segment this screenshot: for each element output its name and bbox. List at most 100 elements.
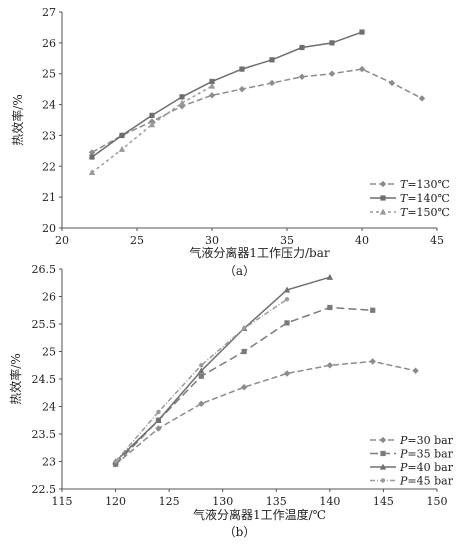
y-tick-label: 22 <box>42 160 56 173</box>
y-tick-label: 21 <box>42 191 56 204</box>
data-point <box>284 320 290 326</box>
data-point <box>88 169 96 176</box>
x-tick-label: 130 <box>212 495 233 508</box>
legend-label: P=40 bar <box>399 461 454 474</box>
legend: T=130℃T=140℃T=150℃ <box>370 178 450 219</box>
data-point <box>359 29 365 35</box>
legend-variable: P <box>399 434 408 447</box>
legend-label: T=150℃ <box>400 206 450 219</box>
data-point <box>155 425 162 432</box>
data-point <box>328 70 336 77</box>
series-line <box>91 85 213 174</box>
x-tick-label: 140 <box>319 495 340 508</box>
data-point <box>241 326 247 331</box>
data-point <box>112 461 119 467</box>
data-point <box>156 409 161 415</box>
x-tick-label: 40 <box>355 234 369 247</box>
legend-variable: P <box>399 475 408 488</box>
x-tick-label: 25 <box>130 234 144 247</box>
data-point <box>148 121 156 128</box>
legend-marker <box>379 208 387 215</box>
x-tick-label: 150 <box>427 495 448 508</box>
legend-variable: T <box>400 206 409 219</box>
y-ticks: 20 21 22 23 24 25 26 27 <box>42 6 62 235</box>
data-point <box>89 154 95 160</box>
legend-label: P=35 bar <box>399 448 454 461</box>
x-tick-label: 115 <box>52 495 73 508</box>
data-point <box>269 57 275 63</box>
data-point <box>198 373 204 379</box>
series-line <box>91 68 423 154</box>
data-point <box>370 307 376 313</box>
panel-caption: （b） <box>224 525 256 539</box>
legend-value: =40 bar <box>407 461 453 474</box>
legend-marker <box>380 450 386 457</box>
data-point <box>284 297 290 302</box>
y-tick-label: 23 <box>42 129 56 142</box>
y-tick-label: 25 <box>42 346 56 359</box>
data-point <box>155 416 162 423</box>
series-dot <box>113 297 290 464</box>
data-point <box>88 149 96 156</box>
y-tick-label: 26 <box>42 291 56 304</box>
legend-label: T=140℃ <box>400 192 450 205</box>
data-point <box>208 92 216 99</box>
data-point <box>268 79 276 87</box>
x-tick-label: 125 <box>159 495 180 508</box>
y-axis-label: 热效率/% <box>10 94 25 145</box>
x-axis-label: 气液分离器1工作温度/℃ <box>193 507 326 522</box>
y-tick-label: 26 <box>42 37 56 50</box>
data-point <box>326 273 334 280</box>
series-line <box>115 360 416 465</box>
legend-label: T=130℃ <box>400 178 450 191</box>
legend-marker <box>380 195 386 201</box>
data-point <box>179 94 185 100</box>
x-tick-label: 120 <box>105 495 126 508</box>
series-line <box>115 276 331 463</box>
data-point <box>118 145 126 152</box>
panel-caption: （a） <box>224 264 255 278</box>
x-ticks: 20 25 30 35 40 45 <box>55 228 444 247</box>
y-tick-label: 24 <box>42 401 56 414</box>
data-point <box>412 367 419 374</box>
legend-label: P=30 bar <box>399 434 454 447</box>
data-point <box>369 358 376 365</box>
data-point <box>238 85 246 93</box>
x-tick-label: 30 <box>205 234 219 247</box>
legend-value: =130℃ <box>407 178 450 191</box>
x-tick-label: 145 <box>373 495 394 508</box>
data-point <box>298 73 306 80</box>
y-axis-label: 热效率/% <box>8 353 23 404</box>
data-point <box>209 78 215 85</box>
y-tick-label: 26.5 <box>32 263 57 276</box>
legend-value: =140℃ <box>407 192 450 205</box>
x-tick-label: 35 <box>280 234 294 247</box>
data-point <box>358 65 366 73</box>
series-group <box>112 273 419 468</box>
x-axis-label: 气液分离器1工作压力/bar <box>189 245 330 260</box>
legend-variable: T <box>400 178 409 191</box>
x-tick-label: 20 <box>55 234 69 247</box>
legend-variable: T <box>400 192 409 205</box>
x-ticks: 115 120 125 130 135 140 145 150 <box>52 489 448 508</box>
legend-value: =150℃ <box>407 206 450 219</box>
y-tick-label: 25 <box>42 68 56 81</box>
y-tick-label: 20 <box>42 222 56 235</box>
y-tick-label: 23.5 <box>32 428 57 441</box>
y-tick-label: 22.5 <box>32 483 57 496</box>
data-point <box>327 304 333 311</box>
data-point <box>178 99 186 106</box>
data-point <box>239 66 245 72</box>
data-point <box>178 102 186 110</box>
data-point <box>149 112 155 118</box>
data-point <box>326 362 334 369</box>
series-square <box>89 29 365 160</box>
data-point <box>240 384 248 391</box>
data-point <box>329 40 335 46</box>
data-point <box>119 132 125 139</box>
data-point <box>113 459 118 464</box>
series-triangle <box>88 82 216 176</box>
chart-panel-b: 115 120 125 130 135 140 145 150 22.5 23 23.5 24 24.… <box>8 263 454 539</box>
legend-value: =45 bar <box>407 475 453 488</box>
